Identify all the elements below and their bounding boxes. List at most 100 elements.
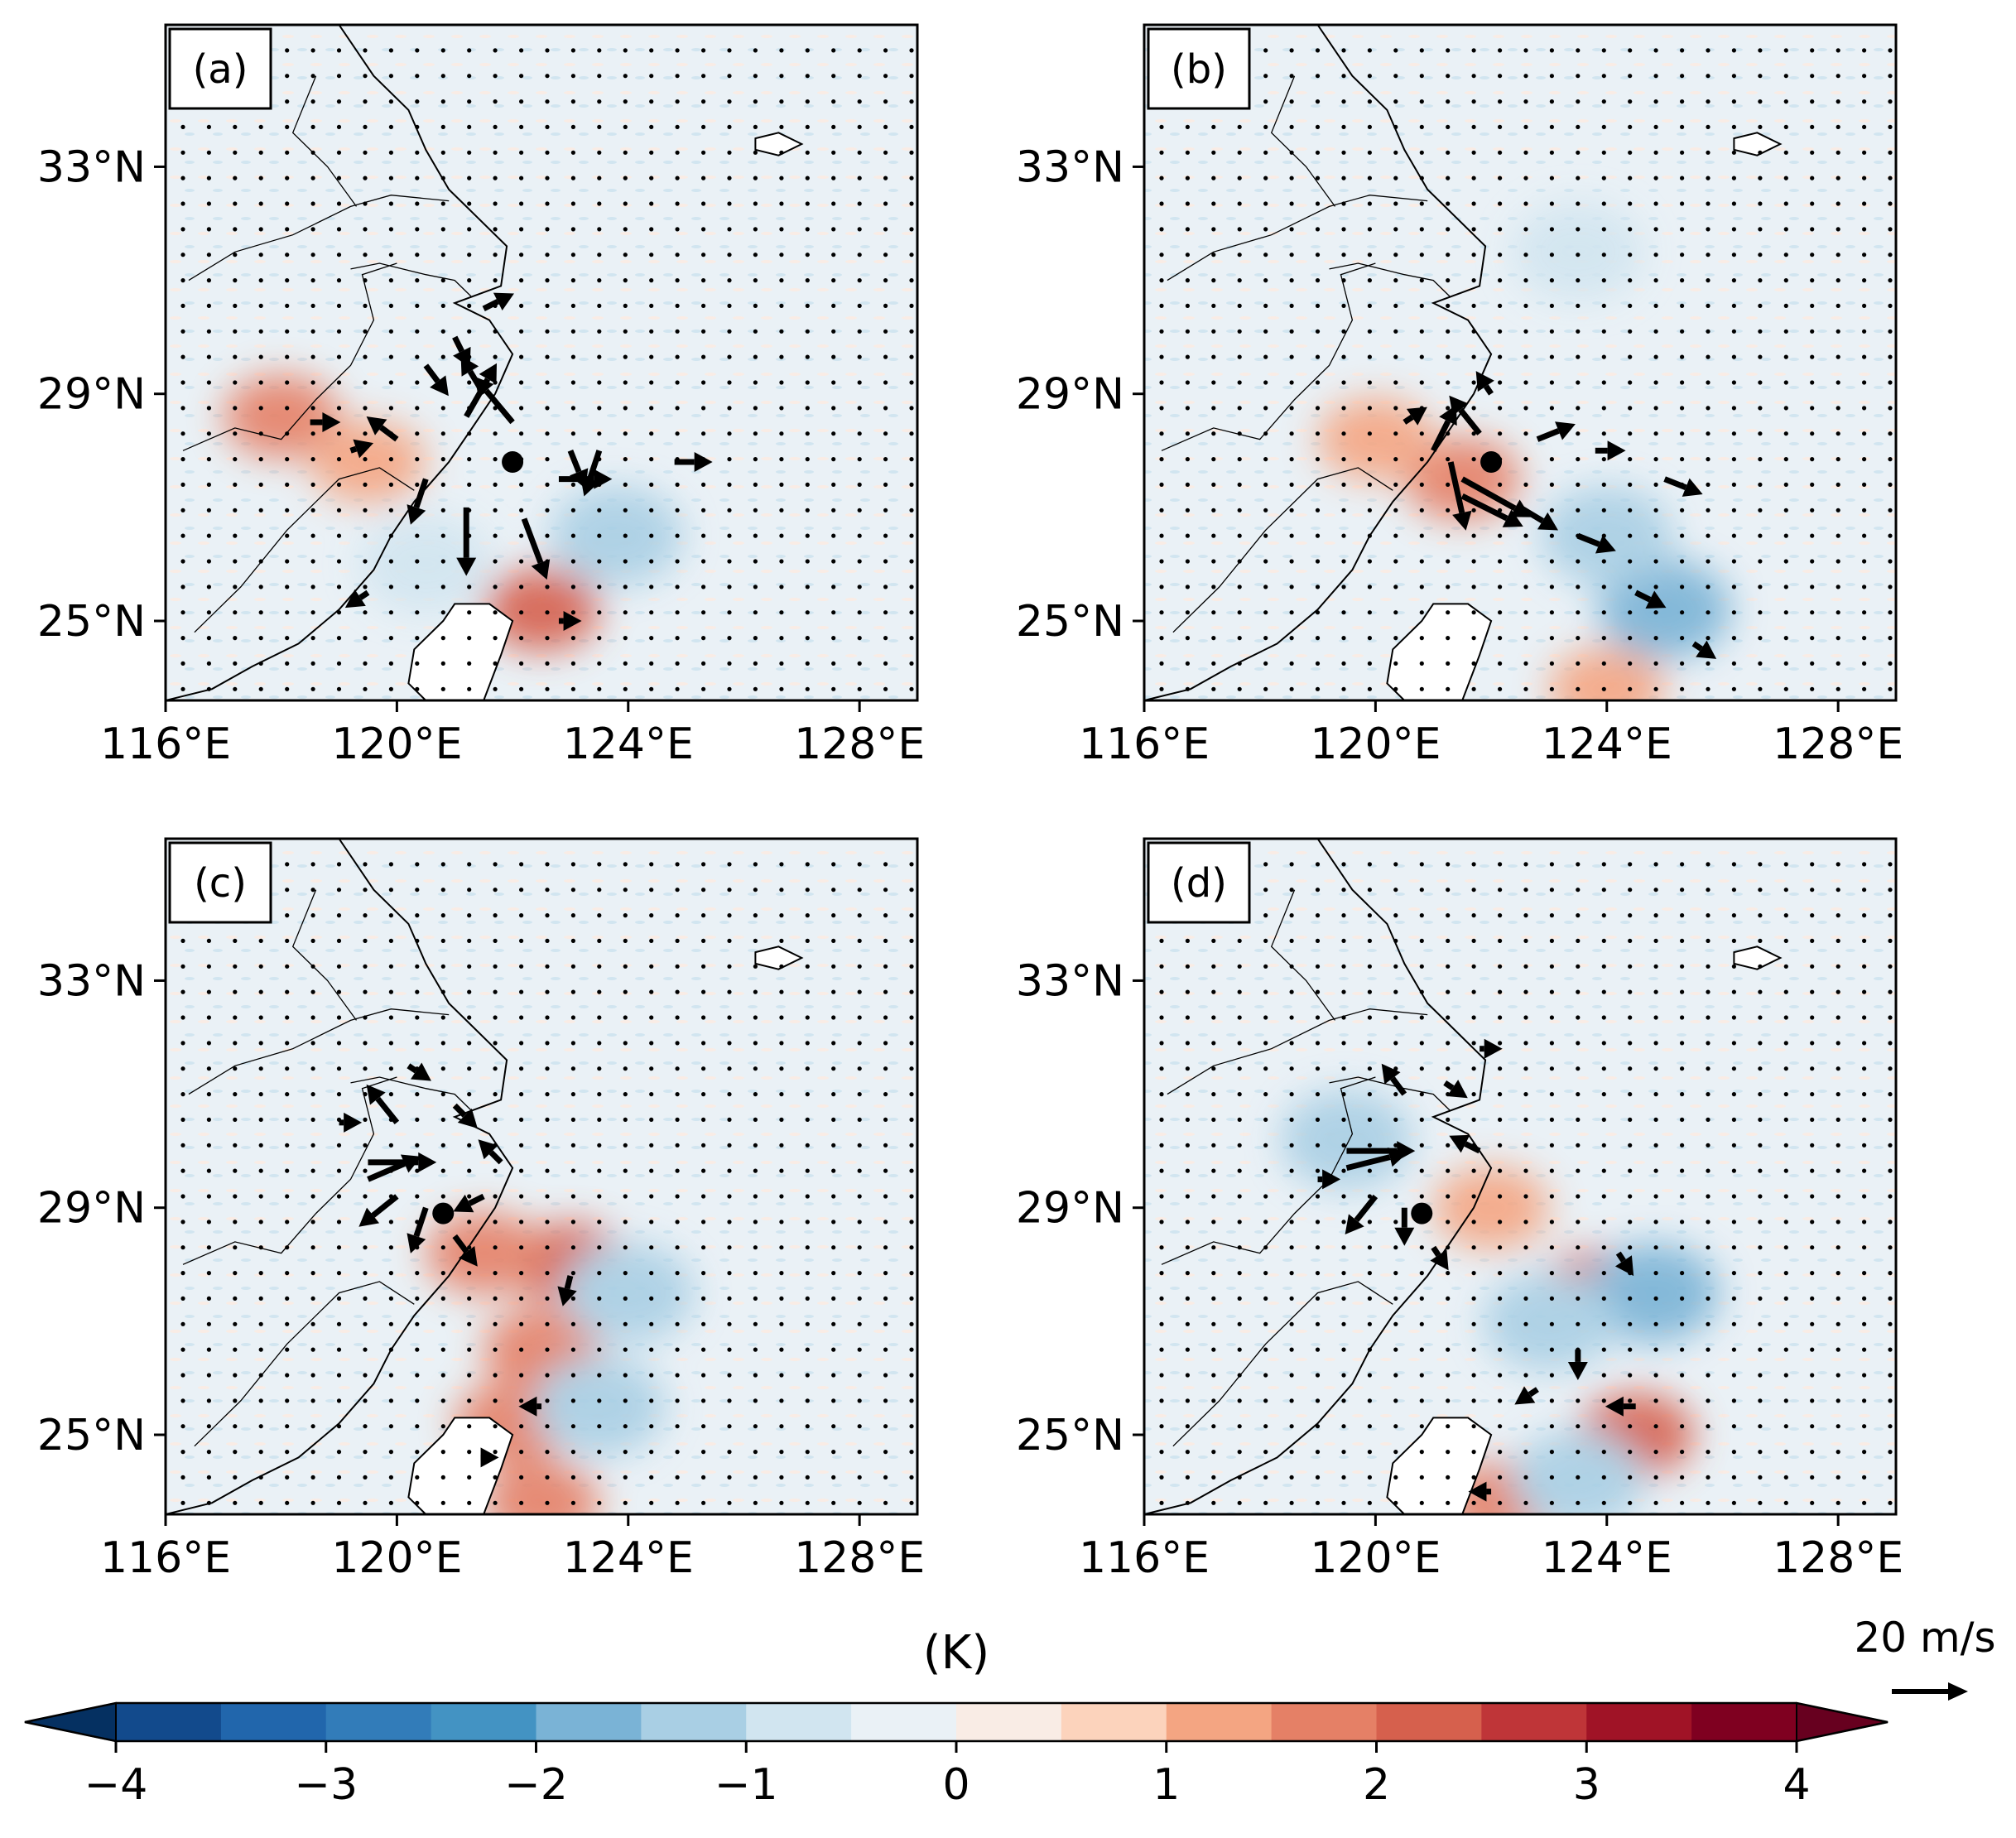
vector-dot bbox=[1159, 585, 1164, 589]
wind-vector bbox=[1430, 1245, 1449, 1271]
vector-dot bbox=[1576, 1245, 1581, 1250]
vector-dot bbox=[701, 1296, 706, 1301]
vector-dot bbox=[805, 888, 810, 893]
vector-dot bbox=[1419, 1245, 1424, 1250]
vector-dot bbox=[1836, 303, 1840, 308]
vector-dot bbox=[363, 533, 368, 538]
vector-dot bbox=[1393, 380, 1398, 385]
vector-dot bbox=[649, 227, 654, 232]
vector-dot bbox=[1263, 99, 1268, 104]
vector-dot bbox=[363, 636, 368, 641]
vector-dot bbox=[1315, 48, 1321, 53]
vector-dot bbox=[570, 585, 576, 589]
vector-dot bbox=[1549, 329, 1554, 334]
vector-dot bbox=[519, 354, 524, 359]
vector-dot bbox=[1315, 1092, 1321, 1097]
vector-dot bbox=[1810, 99, 1815, 104]
vector-dot bbox=[1549, 176, 1554, 180]
vector-dot bbox=[388, 253, 393, 257]
vector-dot bbox=[805, 1092, 810, 1097]
vector-dot bbox=[883, 686, 888, 691]
vector-dot bbox=[1680, 1475, 1685, 1480]
vector-dot bbox=[493, 508, 498, 512]
vector-dot bbox=[1758, 1066, 1763, 1071]
vector-dot bbox=[1653, 1373, 1658, 1378]
vector-dot bbox=[285, 1450, 290, 1455]
vector-dot bbox=[440, 176, 445, 180]
vector-dot bbox=[857, 303, 862, 308]
vector-dot bbox=[805, 1500, 810, 1505]
vector-dot bbox=[597, 99, 602, 104]
wind-vector bbox=[1518, 504, 1558, 531]
vector-dot bbox=[1810, 1347, 1815, 1352]
vector-dot bbox=[1523, 176, 1528, 180]
vector-dot bbox=[779, 1066, 784, 1071]
vector-dot bbox=[597, 913, 602, 918]
vector-dot bbox=[233, 1347, 238, 1352]
vector-dot bbox=[440, 406, 445, 411]
vector-dot bbox=[415, 1015, 420, 1020]
vector-dot bbox=[649, 48, 654, 53]
vector-dot bbox=[1810, 1015, 1815, 1020]
vector-dot bbox=[1315, 380, 1321, 385]
wind-vector bbox=[518, 1396, 541, 1417]
vector-dot bbox=[180, 1168, 185, 1173]
vector-dot bbox=[1471, 1220, 1476, 1225]
vector-dot bbox=[597, 1168, 602, 1173]
vector-dot bbox=[1888, 1220, 1893, 1225]
vector-dot bbox=[1498, 1066, 1503, 1071]
vector-dot bbox=[857, 406, 862, 411]
vector-dot bbox=[493, 1424, 498, 1429]
vector-dot bbox=[805, 1450, 810, 1455]
vector-dot bbox=[779, 1373, 784, 1378]
vector-dot bbox=[753, 1424, 758, 1429]
vector-dot bbox=[1810, 406, 1815, 411]
vector-dot bbox=[1862, 585, 1867, 589]
vector-dot bbox=[363, 1143, 368, 1148]
vector-dot bbox=[1653, 964, 1658, 969]
vector-dot bbox=[1576, 329, 1581, 334]
vector-dot bbox=[1393, 1015, 1398, 1020]
vector-dot bbox=[1159, 1143, 1164, 1148]
vector-dot bbox=[1783, 585, 1788, 589]
vector-dot bbox=[545, 585, 550, 589]
vector-dot bbox=[310, 686, 315, 691]
vector-dot bbox=[388, 1271, 393, 1276]
vector-dot bbox=[1601, 1398, 1606, 1403]
vector-dot bbox=[1367, 1143, 1372, 1148]
vector-dot bbox=[233, 1066, 238, 1071]
vector-dot bbox=[1783, 964, 1788, 969]
vector-dot bbox=[831, 1245, 836, 1250]
vector-dot bbox=[1185, 508, 1190, 512]
vector-dot bbox=[623, 989, 628, 994]
vector-dot bbox=[570, 99, 576, 104]
vector-dot bbox=[493, 1220, 498, 1225]
vector-dot bbox=[206, 636, 211, 641]
vector-dot bbox=[1341, 150, 1346, 155]
vector-dot bbox=[545, 74, 550, 79]
vector-dot bbox=[1498, 686, 1503, 691]
vector-dot bbox=[1523, 303, 1528, 308]
vector-dot bbox=[727, 1092, 732, 1097]
vector-dot bbox=[1211, 1347, 1216, 1352]
vector-dot bbox=[1393, 1041, 1398, 1046]
vector-dot bbox=[1836, 354, 1840, 359]
vector-dot bbox=[1731, 1271, 1736, 1276]
vector-dot bbox=[1836, 610, 1840, 615]
vector-dot bbox=[1888, 1117, 1893, 1122]
vector-dot bbox=[1498, 1450, 1503, 1455]
vector-dot bbox=[440, 533, 445, 538]
vector-dot bbox=[1680, 278, 1685, 283]
vector-dot bbox=[1731, 1143, 1736, 1148]
vector-dot bbox=[623, 1500, 628, 1505]
vector-dot bbox=[1471, 124, 1476, 129]
vector-dot bbox=[1680, 1296, 1685, 1301]
lat-tick-label: 25°N bbox=[1016, 1411, 1124, 1460]
vector-dot bbox=[753, 508, 758, 512]
vector-dot bbox=[1211, 329, 1216, 334]
vector-dot bbox=[336, 1424, 342, 1429]
vector-dot bbox=[1498, 913, 1503, 918]
vector-dot bbox=[883, 1296, 888, 1301]
vector-dot bbox=[570, 329, 576, 334]
vector-dot bbox=[1653, 1424, 1658, 1429]
